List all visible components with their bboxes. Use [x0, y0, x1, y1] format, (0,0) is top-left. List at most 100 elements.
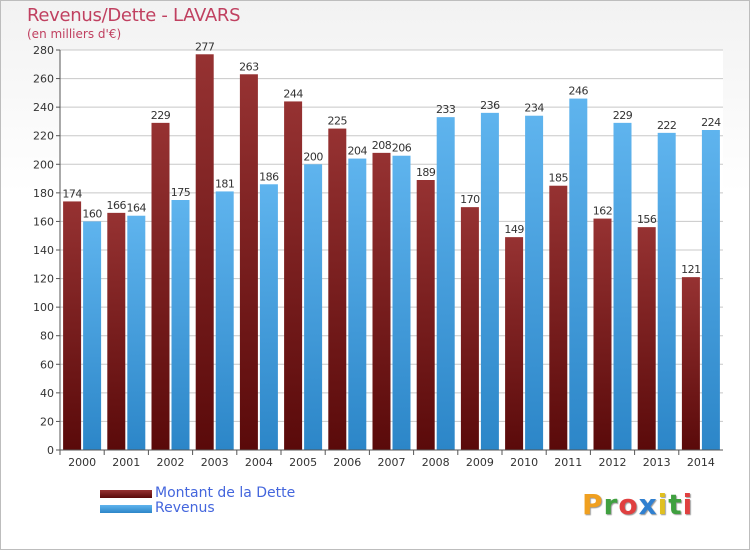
logo-letter: x — [638, 488, 658, 521]
data-label: 156 — [637, 213, 657, 226]
bar — [83, 221, 102, 450]
x-tick-label: 2005 — [289, 456, 317, 469]
y-tick-label: 140 — [33, 244, 54, 257]
axes: 0 20 40 60 80 100 120 140 160 180 200 220 240 260 280 2… — [33, 44, 723, 469]
data-label: 166 — [107, 199, 127, 212]
data-label: 121 — [681, 263, 701, 276]
y-tick-label: 260 — [33, 73, 54, 86]
y-tick-label: 100 — [33, 301, 54, 314]
data-label: 246 — [569, 85, 589, 98]
data-label: 229 — [151, 109, 171, 122]
bar — [304, 164, 323, 451]
chart-subtitle: (en milliers d'€) — [27, 27, 122, 41]
bar — [171, 200, 190, 450]
legend-label-dette: Montant de la Dette — [155, 485, 296, 501]
bar — [480, 112, 499, 450]
y-tick-label: 0 — [47, 444, 54, 457]
data-label: 244 — [283, 87, 303, 100]
data-label: 174 — [62, 187, 82, 200]
bar — [195, 54, 214, 451]
bar — [505, 237, 524, 450]
bar — [637, 227, 656, 450]
data-label: 204 — [348, 145, 368, 158]
y-tick-label: 280 — [33, 44, 54, 57]
bar — [416, 180, 435, 450]
bar — [460, 207, 479, 450]
data-label: 200 — [303, 150, 323, 163]
x-tick-label: 2009 — [466, 456, 494, 469]
legend-swatch-dette — [100, 490, 152, 498]
bar — [701, 130, 720, 450]
bar — [127, 215, 146, 450]
data-label: 186 — [259, 170, 279, 183]
data-label: 234 — [524, 102, 544, 115]
logo-letter: i — [682, 488, 694, 521]
bar — [259, 184, 278, 451]
data-label: 225 — [328, 115, 348, 128]
data-label: 185 — [549, 172, 569, 185]
logo-letter: t — [668, 488, 683, 521]
data-label: 189 — [416, 166, 436, 179]
x-tick-label: 2013 — [643, 456, 671, 469]
bar — [657, 132, 676, 450]
data-label: 277 — [195, 40, 215, 53]
bar — [107, 212, 126, 450]
logo-letter: P — [582, 488, 604, 521]
data-label: 175 — [171, 186, 191, 199]
bar — [348, 158, 367, 451]
data-label: 164 — [127, 202, 147, 215]
y-tick-label: 160 — [33, 215, 54, 228]
x-tick-label: 2012 — [599, 456, 627, 469]
y-tick-label: 200 — [33, 158, 54, 171]
x-tick-label: 2003 — [201, 456, 229, 469]
data-label: 224 — [701, 116, 721, 129]
x-tick-label: 2002 — [157, 456, 185, 469]
data-label: 222 — [657, 119, 677, 132]
bar — [525, 115, 544, 450]
data-label: 206 — [392, 142, 412, 155]
data-label: 208 — [372, 139, 392, 152]
data-label: 149 — [504, 223, 524, 236]
bar — [328, 128, 347, 451]
bar — [593, 218, 612, 450]
y-tick-label: 120 — [33, 273, 54, 286]
data-label: 263 — [239, 60, 259, 73]
bar — [215, 191, 234, 450]
x-tick-label: 2001 — [112, 456, 140, 469]
y-tick-label: 20 — [40, 415, 54, 428]
data-label: 160 — [82, 207, 102, 220]
y-tick-label: 180 — [33, 187, 54, 200]
y-tick-label: 60 — [40, 358, 54, 371]
logo-letter: r — [603, 488, 619, 521]
y-tick-label: 220 — [33, 130, 54, 143]
x-tick-label: 2000 — [68, 456, 96, 469]
x-tick-label: 2004 — [245, 456, 273, 469]
data-label: 162 — [593, 205, 613, 218]
logo-letter: i — [657, 488, 669, 521]
x-tick-label: 2006 — [333, 456, 361, 469]
bar — [372, 152, 391, 450]
bar — [392, 155, 411, 450]
data-label: 233 — [436, 103, 456, 116]
y-tick-label: 80 — [40, 330, 54, 343]
y-tick-label: 240 — [33, 101, 54, 114]
bar — [681, 277, 700, 450]
data-label: 181 — [215, 177, 235, 190]
bars — [63, 54, 720, 451]
bar — [151, 122, 170, 450]
chart-title: Revenus/Dette - LAVARS — [27, 5, 241, 26]
bar — [436, 117, 455, 451]
bar — [549, 185, 568, 450]
bar — [613, 122, 632, 450]
bar — [239, 74, 258, 451]
logo-letter: o — [618, 488, 639, 521]
x-tick-label: 2007 — [378, 456, 406, 469]
bar — [284, 101, 303, 450]
x-tick-label: 2011 — [554, 456, 582, 469]
data-label: 229 — [613, 109, 633, 122]
data-label: 236 — [480, 99, 500, 112]
proxiti-logo: Proxiti — [582, 488, 693, 521]
x-tick-label: 2010 — [510, 456, 538, 469]
